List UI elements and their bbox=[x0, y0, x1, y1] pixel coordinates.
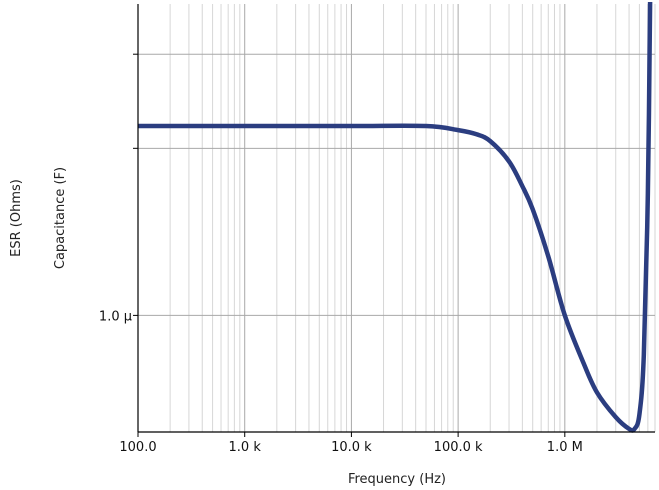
x-tick-label: 100.0 bbox=[119, 440, 156, 455]
series-layer bbox=[138, 2, 653, 433]
y-tick-labels: 1.0 µ bbox=[99, 309, 132, 324]
x-tick-label: 10.0 k bbox=[331, 440, 372, 455]
y-axis-label-esr: ESR (Ohms) bbox=[9, 179, 24, 257]
axes-layer bbox=[133, 4, 655, 437]
series-line bbox=[138, 2, 653, 433]
x-axis-label: Frequency (Hz) bbox=[348, 472, 446, 487]
y-axis-label-capacitance: Capacitance (F) bbox=[53, 167, 68, 269]
x-tick-label: 100.0 k bbox=[434, 440, 483, 455]
x-tick-label: 1.0 M bbox=[547, 440, 583, 455]
x-tick-labels: 100.0 1.0 k 10.0 k 100.0 k 1.0 M bbox=[119, 440, 582, 455]
y-gridlines bbox=[138, 53, 655, 316]
x-tick-label: 1.0 k bbox=[229, 440, 262, 455]
x-minor-gridlines bbox=[169, 4, 656, 432]
y-tick-label: 1.0 µ bbox=[99, 309, 132, 324]
